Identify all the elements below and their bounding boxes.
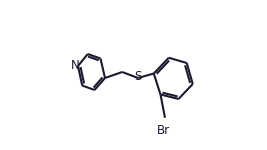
Text: N: N [71,60,80,72]
Text: Br: Br [157,124,170,137]
Text: S: S [134,70,142,83]
